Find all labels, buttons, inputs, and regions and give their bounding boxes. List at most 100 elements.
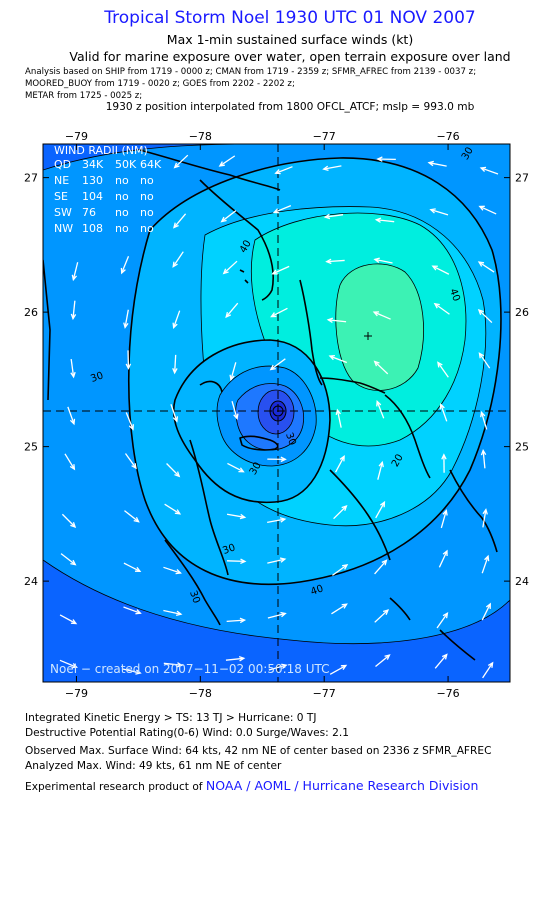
lon-label-bottom: −77 xyxy=(313,687,336,700)
wind-arrow xyxy=(123,606,142,615)
observed-max-line: Observed Max. Surface Wind: 64 kts, 42 n… xyxy=(25,745,492,757)
wind-arrow xyxy=(335,408,342,428)
analyzed-max-line: Analyzed Max. Wind: 49 kts, 61 nm NE of … xyxy=(25,760,282,772)
wind-arrow xyxy=(478,352,491,369)
wind-arrow xyxy=(61,513,77,529)
wind-arrow xyxy=(71,262,79,282)
wind-arrow xyxy=(163,662,184,668)
wind-arrow xyxy=(226,513,247,520)
lat-label-left: 25 xyxy=(24,441,38,454)
wind-arrow xyxy=(274,166,293,175)
wind-arrow xyxy=(372,311,391,320)
wind-arrow xyxy=(125,412,134,431)
wind-arrow xyxy=(323,213,344,220)
wind-arrow xyxy=(59,659,78,669)
wind-arrow xyxy=(438,549,448,568)
map-credit: Noel − created on 2007−11−02 00:50:18 UT… xyxy=(50,662,330,676)
analysis-sources-line2: MOORED_BUOY from 1719 - 0020 z; GOES fro… xyxy=(25,79,295,89)
wind-arrow xyxy=(269,358,286,371)
wind-arrow xyxy=(122,668,142,675)
wind-arrow xyxy=(376,400,385,419)
wind-arrow xyxy=(480,410,488,430)
coast-florida-keys xyxy=(43,259,51,401)
axis-ticks: −79 −79 −78 −78 −77 −77 −76 −76 27 27 26 26 25 25 24 24 xyxy=(24,130,529,700)
wind-arrow xyxy=(377,460,384,480)
wind-arrow xyxy=(59,614,78,625)
wind-arrow xyxy=(375,654,391,667)
wind-arrow xyxy=(231,401,239,420)
wind-arrow xyxy=(123,309,129,329)
coast-ragged-island xyxy=(389,597,476,661)
wind-arrow xyxy=(427,160,447,167)
wind-arrow xyxy=(124,453,137,470)
coastlines xyxy=(43,149,498,661)
wind-arrow xyxy=(332,564,349,576)
wind-arrow xyxy=(225,302,239,319)
wind-arrow xyxy=(123,562,142,572)
wind-radii-header-cell: 34K xyxy=(82,158,104,171)
coast-grand-bahama xyxy=(139,149,281,191)
wind-arrow xyxy=(272,204,292,214)
wind-arrow xyxy=(429,208,449,216)
wind-band-45kt xyxy=(335,263,424,391)
wind-radii-cell: SE xyxy=(54,190,68,203)
analysis-sources-line3: METAR from 1725 - 0025 z; xyxy=(25,91,143,101)
wind-arrow xyxy=(478,205,497,215)
wind-arrow xyxy=(227,462,245,473)
position-note: 1930 z position interpolated from 1800 O… xyxy=(105,101,475,113)
wind-arrow xyxy=(270,307,288,318)
wind-arrow xyxy=(218,155,236,167)
wind-arrow xyxy=(477,261,495,273)
wind-arrow xyxy=(373,257,393,264)
product-credit: Experimental research product of NOAA / … xyxy=(25,778,478,793)
wind-arrow xyxy=(439,402,448,422)
wind-arrow xyxy=(124,510,140,523)
wind-arrow xyxy=(267,456,287,463)
wind-arrow xyxy=(434,653,448,669)
wind-arrow xyxy=(220,210,237,223)
wind-arrow xyxy=(441,453,447,473)
noaa-aoml-link[interactable]: NOAA / AOML / Hurricane Research Divisio… xyxy=(205,778,479,793)
lat-label-left: 26 xyxy=(24,306,38,319)
wind-arrow xyxy=(229,362,237,382)
wind-radii-cell: NW xyxy=(54,222,73,235)
wind-arrow xyxy=(172,251,184,268)
subtitle-exposure: Valid for marine exposure over water, op… xyxy=(69,49,511,64)
wind-arrow xyxy=(64,453,76,471)
wind-radii-cell: 76 xyxy=(82,206,96,219)
contour-label: 30 xyxy=(283,431,298,447)
wind-arrow xyxy=(437,361,449,378)
wind-arrow xyxy=(431,265,450,275)
wind-radii-cell: no xyxy=(140,222,154,235)
ike-line: Integrated Kinetic Energy > TS: 13 TJ > … xyxy=(25,712,317,724)
wind-arrow xyxy=(440,509,448,529)
wind-arrow xyxy=(373,360,389,375)
wind-radii-cell: NE xyxy=(54,174,69,187)
wind-radii-cell: no xyxy=(140,206,154,219)
coast-long-island xyxy=(449,469,498,553)
wind-arrow xyxy=(322,165,342,172)
wind-arrow xyxy=(267,557,287,564)
contour-label: 30 xyxy=(89,370,105,385)
wind-arrow xyxy=(482,661,494,679)
wind-arrow xyxy=(163,609,183,617)
lon-label-bottom: −76 xyxy=(436,687,459,700)
wind-arrow xyxy=(225,655,246,662)
coast-andros-south xyxy=(164,539,221,626)
page-title: Tropical Storm Noel 1930 UTC 01 NOV 2007 xyxy=(104,8,476,28)
wind-arrow xyxy=(326,317,347,324)
wind-arrow xyxy=(173,154,189,169)
wind-arrow xyxy=(481,554,490,574)
lon-label-top: −78 xyxy=(189,130,212,143)
wind-arrow xyxy=(60,553,77,566)
wind-arrow xyxy=(226,558,247,565)
wind-arrow xyxy=(433,302,450,315)
wind-arrow xyxy=(166,463,181,478)
wind-arrow xyxy=(436,612,449,629)
wind-radii-cell: no xyxy=(115,222,129,235)
coast-cat-island xyxy=(384,394,431,479)
wind-radii-cell: no xyxy=(115,190,129,203)
wind-arrow xyxy=(334,455,345,473)
